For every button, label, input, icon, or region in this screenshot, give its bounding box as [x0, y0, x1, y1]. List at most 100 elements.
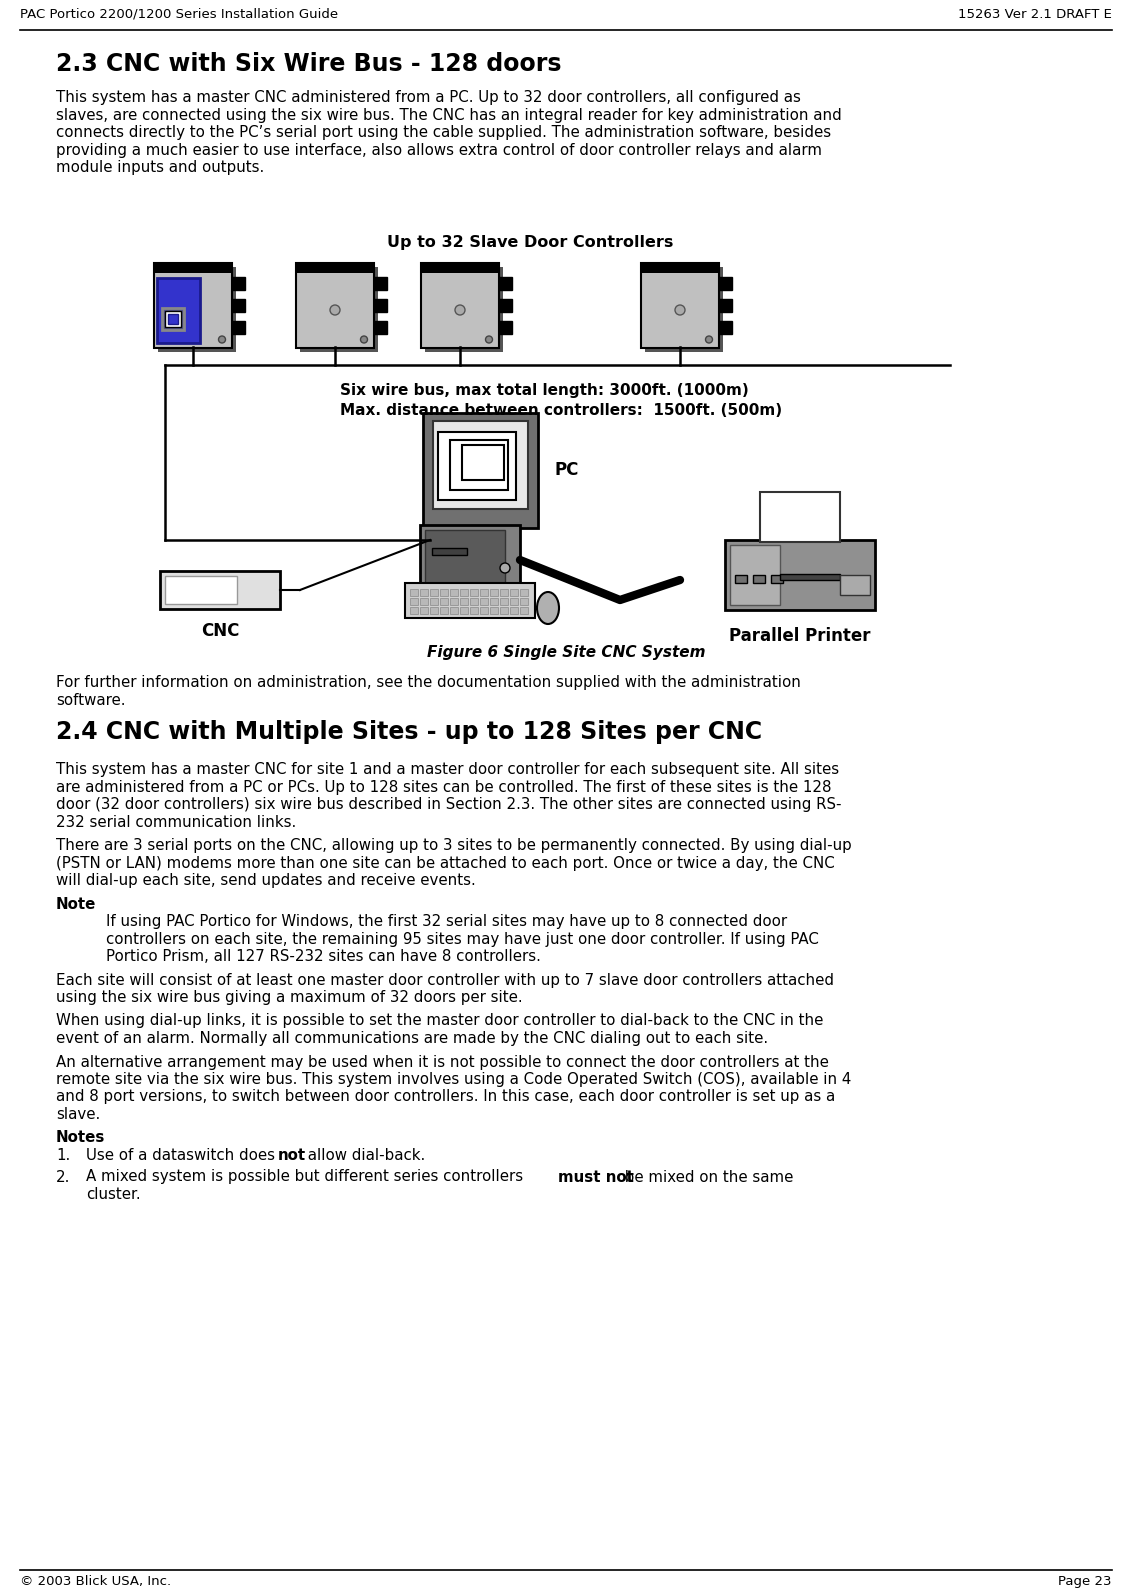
Bar [165, 575, 237, 604]
Text: Max. distance between controllers:  1500ft. (500m): Max. distance between controllers: 1500f… [340, 403, 782, 418]
Text: When using dial-up links, it is possible to set the master door controller to di: When using dial-up links, it is possible… [55, 1014, 823, 1028]
Circle shape [705, 336, 712, 343]
Bar [780, 574, 840, 580]
Text: must not: must not [558, 1170, 634, 1184]
Bar [735, 575, 747, 583]
Bar [420, 588, 428, 596]
Bar [410, 588, 418, 596]
Bar [232, 277, 245, 290]
Bar [430, 598, 438, 604]
Bar [160, 571, 280, 609]
Bar [154, 263, 232, 347]
Bar [472, 526, 488, 539]
Text: For further information on administration, see the documentation supplied with t: For further information on administratio… [55, 674, 800, 690]
Bar [520, 588, 528, 596]
Bar [641, 263, 719, 273]
Bar [470, 588, 478, 596]
Bar [500, 588, 508, 596]
Text: 15263 Ver 2.1 DRAFT E: 15263 Ver 2.1 DRAFT E [958, 8, 1112, 21]
Circle shape [486, 336, 492, 343]
Bar [154, 263, 232, 273]
Bar [724, 540, 875, 611]
Text: Six wire bus, max total length: 3000ft. (1000m): Six wire bus, max total length: 3000ft. … [340, 383, 748, 398]
Bar [753, 575, 765, 583]
Text: door (32 door controllers) six wire bus described in Section 2.3. The other site: door (32 door controllers) six wire bus … [55, 797, 841, 811]
Bar [451, 588, 458, 596]
Bar [405, 582, 535, 617]
Bar [232, 320, 245, 335]
Bar [470, 606, 478, 614]
Bar [480, 588, 488, 596]
Bar [511, 588, 518, 596]
Text: (PSTN or LAN) modems more than one site can be attached to each port. Once or tw: (PSTN or LAN) modems more than one site … [55, 856, 834, 870]
Bar [165, 311, 181, 327]
Bar [499, 300, 512, 312]
Bar [641, 263, 719, 347]
Bar [300, 266, 378, 352]
Bar [451, 606, 458, 614]
Text: Note: Note [55, 896, 96, 912]
Bar [295, 263, 374, 273]
Text: There are 3 serial ports on the CNC, allowing up to 3 sites to be permanently co: There are 3 serial ports on the CNC, all… [55, 838, 851, 853]
Bar [420, 598, 428, 604]
Circle shape [500, 563, 511, 572]
Circle shape [455, 304, 465, 316]
Text: slave.: slave. [55, 1106, 101, 1122]
Bar [374, 277, 387, 290]
Text: Use of a dataswitch does: Use of a dataswitch does [86, 1148, 280, 1164]
Circle shape [360, 336, 368, 343]
Text: using the six wire bus giving a maximum of 32 doors per site.: using the six wire bus giving a maximum … [55, 990, 523, 1004]
Text: Figure 6 Single Site CNC System: Figure 6 Single Site CNC System [427, 646, 705, 660]
Bar [500, 606, 508, 614]
Bar [499, 320, 512, 335]
Bar [460, 598, 468, 604]
Bar [480, 598, 488, 604]
Bar [157, 277, 200, 343]
Bar [421, 263, 499, 273]
Bar [760, 493, 840, 542]
Bar [499, 277, 512, 290]
Bar [840, 575, 871, 595]
Bar [374, 300, 387, 312]
Bar [719, 300, 732, 312]
Text: Each site will consist of at least one master door controller with up to 7 slave: Each site will consist of at least one m… [55, 972, 834, 988]
Bar [295, 263, 374, 347]
Circle shape [675, 304, 685, 316]
Bar [420, 606, 428, 614]
Bar [232, 300, 245, 312]
Text: will dial-up each site, send updates and receive events.: will dial-up each site, send updates and… [55, 874, 475, 888]
Bar [410, 606, 418, 614]
Bar [440, 598, 448, 604]
Bar [424, 529, 505, 590]
Text: © 2003 Blick USA, Inc.: © 2003 Blick USA, Inc. [20, 1575, 171, 1589]
Text: 2.: 2. [55, 1170, 70, 1184]
Text: If using PAC Portico for Windows, the first 32 serial sites may have up to 8 con: If using PAC Portico for Windows, the fi… [106, 913, 787, 929]
Bar [520, 606, 528, 614]
Text: This system has a master CNC administered from a PC. Up to 32 door controllers, : This system has a master CNC administere… [55, 89, 800, 105]
Text: and 8 port versions, to switch between door controllers. In this case, each door: and 8 port versions, to switch between d… [55, 1090, 835, 1105]
Ellipse shape [537, 591, 559, 623]
Text: Parallel Printer: Parallel Printer [729, 626, 871, 646]
Bar [719, 277, 732, 290]
Bar [520, 598, 528, 604]
Bar [162, 308, 185, 330]
Text: controllers on each site, the remaining 95 sites may have just one door controll: controllers on each site, the remaining … [106, 931, 818, 947]
Bar [730, 545, 780, 606]
Bar [374, 320, 387, 335]
Text: cluster.: cluster. [86, 1188, 140, 1202]
Text: module inputs and outputs.: module inputs and outputs. [55, 159, 264, 175]
Text: An alternative arrangement may be used when it is not possible to connect the do: An alternative arrangement may be used w… [55, 1055, 829, 1070]
Text: Portico Prism, all 127 RS-232 sites can have 8 controllers.: Portico Prism, all 127 RS-232 sites can … [106, 948, 541, 964]
Text: not: not [278, 1148, 306, 1164]
Bar [430, 588, 438, 596]
Bar [490, 588, 498, 596]
Bar [420, 524, 520, 595]
Bar [440, 588, 448, 596]
Circle shape [218, 336, 225, 343]
Text: Notes: Notes [55, 1130, 105, 1146]
Text: connects directly to the PC’s serial port using the cable supplied. The administ: connects directly to the PC’s serial por… [55, 124, 831, 140]
Text: allow dial-back.: allow dial-back. [303, 1148, 426, 1164]
Bar [480, 606, 488, 614]
Bar [500, 598, 508, 604]
Text: software.: software. [55, 692, 126, 708]
